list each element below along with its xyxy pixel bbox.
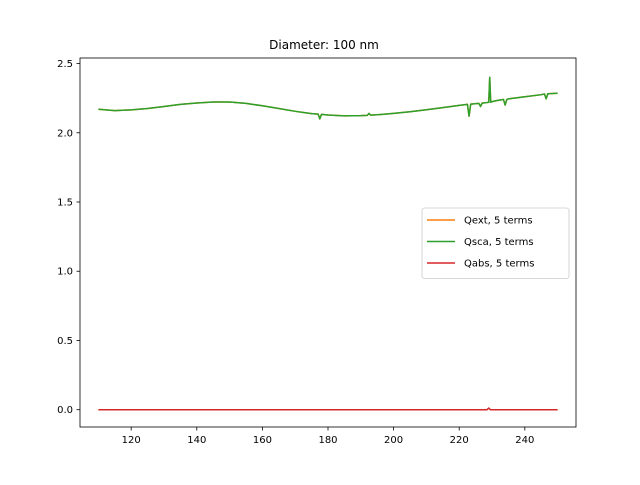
y-tick-label: 1.5 (57, 198, 73, 209)
legend-label-0: Qext, 5 terms (464, 216, 533, 227)
legend-label-1: Qsca, 5 terms (464, 237, 534, 248)
y-tick-label: 0.0 (57, 405, 73, 416)
legend-box (421, 207, 570, 279)
legend: Qext, 5 terms Qsca, 5 terms Qabs, 5 terms (421, 207, 570, 279)
series-line-2 (98, 407, 558, 411)
x-tick-label: 200 (384, 435, 403, 446)
y-tick-label: 0.5 (57, 336, 73, 347)
x-tick-label: 220 (450, 435, 469, 446)
y-tick-label: 2.5 (57, 59, 73, 70)
chart-title: Diameter: 100 nm (269, 38, 379, 52)
y-tick-label: 1.0 (57, 267, 73, 278)
x-axis-ticks: 120 140 160 180 200 220 240 (122, 427, 534, 446)
x-tick-label: 180 (318, 435, 337, 446)
x-tick-label: 160 (253, 435, 272, 446)
legend-label-2: Qabs, 5 terms (464, 259, 534, 270)
series-line-1 (98, 76, 558, 120)
plot-area-frame (79, 57, 577, 428)
x-tick-label: 140 (187, 435, 206, 446)
y-tick-label: 2.0 (57, 128, 73, 139)
y-axis-ticks: 0.0 0.5 1.0 1.5 2.0 2.5 (57, 59, 80, 416)
x-tick-label: 240 (515, 435, 534, 446)
x-tick-label: 120 (122, 435, 141, 446)
series-layer (98, 76, 558, 411)
